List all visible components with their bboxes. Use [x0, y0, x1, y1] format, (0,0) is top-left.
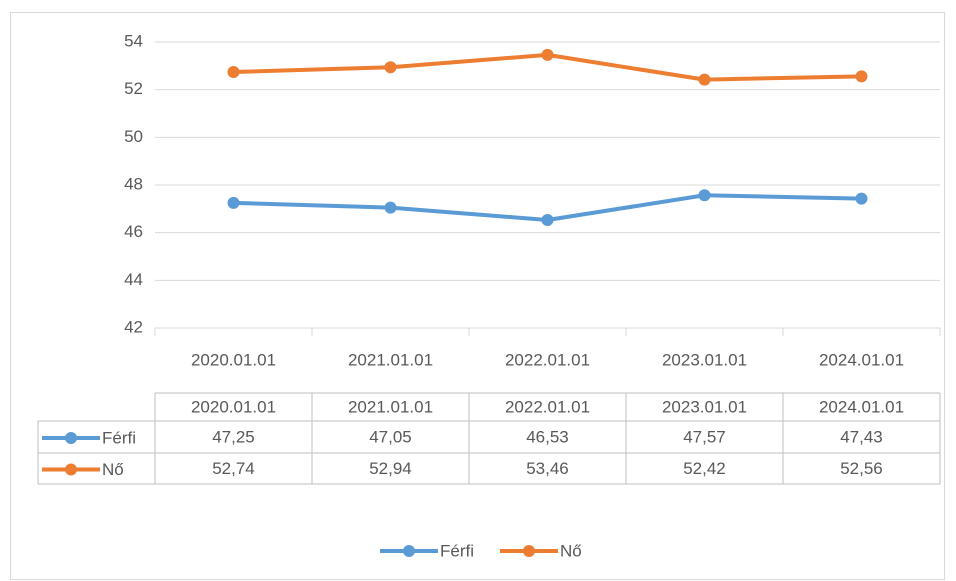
table-cell: 52,74 [212, 459, 255, 478]
table-header: 2020.01.01 [191, 397, 276, 416]
table-header: 2022.01.01 [505, 397, 590, 416]
table-cell: 52,56 [840, 459, 883, 478]
series-marker [698, 73, 711, 86]
table-cell: 52,42 [683, 459, 726, 478]
series-marker [227, 66, 240, 79]
series-marker [855, 192, 868, 205]
table-header: 2021.01.01 [348, 397, 433, 416]
legend-marker [403, 545, 415, 557]
legend-label: Férfi [440, 541, 474, 560]
y-tick-label: 54 [124, 31, 143, 50]
series-marker [227, 196, 240, 209]
series-marker [541, 48, 554, 61]
y-tick-label: 42 [124, 317, 143, 336]
x-tick-label: 2021.01.01 [348, 350, 433, 369]
table-legend-marker [65, 463, 77, 476]
table-cell: 47,25 [212, 427, 255, 446]
table-cell: 53,46 [526, 459, 569, 478]
chart-border [10, 12, 945, 580]
y-tick-label: 52 [124, 79, 143, 98]
x-tick-label: 2024.01.01 [819, 350, 904, 369]
y-tick-label: 48 [124, 174, 143, 193]
x-tick-label: 2020.01.01 [191, 350, 276, 369]
table-cell: 52,94 [369, 459, 412, 478]
series-marker [855, 70, 868, 83]
y-tick-label: 44 [124, 270, 143, 289]
series-marker [384, 201, 397, 214]
y-tick-label: 46 [124, 222, 143, 241]
table-cell: 47,05 [369, 427, 412, 446]
x-tick-label: 2023.01.01 [662, 350, 747, 369]
table-legend-marker [65, 432, 77, 444]
legend-marker [523, 545, 535, 557]
series-marker [384, 61, 397, 74]
y-tick-label: 50 [124, 127, 143, 146]
table-header: 2024.01.01 [819, 397, 904, 416]
x-tick-label: 2022.01.01 [505, 350, 590, 369]
legend-label: Nő [560, 541, 582, 560]
table-cell: 46,53 [526, 427, 569, 446]
table-legend-label: Férfi [102, 428, 136, 447]
table-header: 2023.01.01 [662, 397, 747, 416]
series-marker [541, 214, 554, 227]
table-cell: 47,57 [683, 427, 726, 446]
series-marker [698, 189, 711, 202]
table-cell: 47,43 [840, 427, 883, 446]
table-legend-label: Nő [102, 460, 124, 479]
